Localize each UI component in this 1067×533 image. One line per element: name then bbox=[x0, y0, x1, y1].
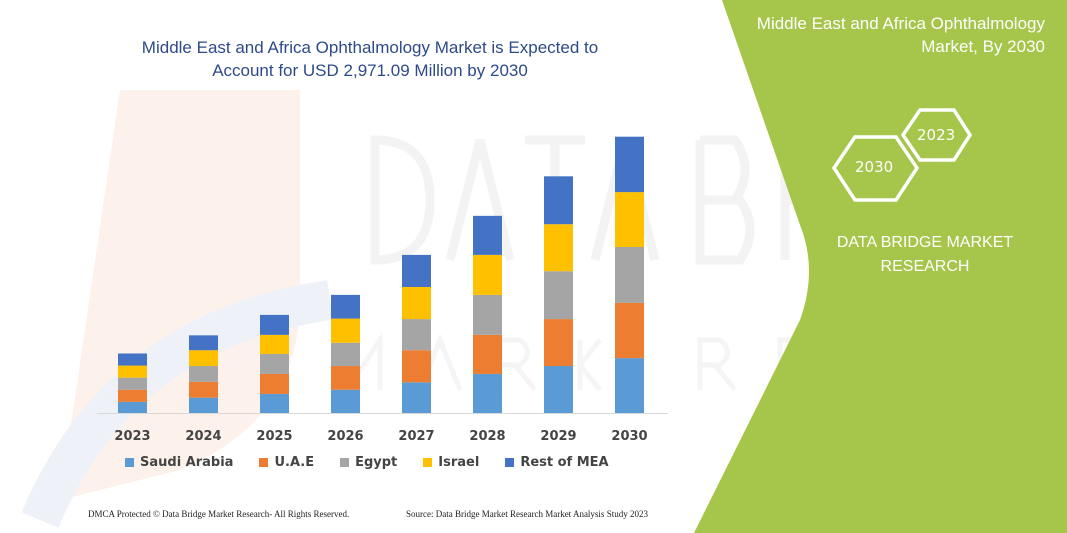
bar-segment-2023-4 bbox=[118, 353, 147, 366]
right-title-line: Middle East and Africa Ophthalmology bbox=[756, 14, 1045, 33]
bar-segment-2026-2 bbox=[331, 342, 360, 367]
bar-segment-2030-0 bbox=[615, 358, 644, 413]
bar-segment-2027-2 bbox=[402, 319, 431, 351]
bar-segment-2023-1 bbox=[118, 389, 147, 402]
x-tick-label: 2023 bbox=[114, 429, 150, 444]
bar-segment-2029-3 bbox=[544, 224, 573, 272]
bar-segment-2028-2 bbox=[473, 294, 502, 335]
legend-label: Israel bbox=[438, 455, 480, 470]
x-tick-label: 2026 bbox=[327, 429, 363, 444]
footer-copyright: DMCA Protected © Data Bridge Market Rese… bbox=[88, 509, 350, 519]
legend-item: U.A.E bbox=[259, 455, 314, 470]
legend-label: U.A.E bbox=[274, 455, 315, 470]
bar-segment-2024-0 bbox=[189, 397, 218, 413]
bar-segment-2023-3 bbox=[118, 365, 147, 378]
bar-segment-2024-3 bbox=[189, 350, 218, 367]
bar-segment-2029-2 bbox=[544, 271, 573, 320]
bar-segment-2030-4 bbox=[615, 136, 644, 193]
x-tick-label: 2025 bbox=[256, 429, 292, 444]
hexagon-2023-icon bbox=[900, 108, 973, 162]
bar-segment-2024-4 bbox=[189, 335, 218, 351]
legend-item: Rest of MEA bbox=[505, 455, 609, 470]
bar-segment-2029-1 bbox=[544, 319, 573, 367]
bar-segment-2023-0 bbox=[118, 401, 147, 413]
bar-segment-2027-3 bbox=[402, 286, 431, 320]
bar-segment-2029-0 bbox=[544, 366, 573, 413]
bar-segment-2025-4 bbox=[260, 314, 289, 335]
bar-segment-2026-4 bbox=[331, 294, 360, 319]
brand-line: DATA BRIDGE MARKET bbox=[836, 234, 1014, 251]
stacked-bar-chart: 2023 2024 2025 2026 2027 2028 2029 2030 bbox=[97, 136, 668, 444]
bar-segment-2025-3 bbox=[260, 334, 289, 354]
legend-swatch bbox=[340, 458, 350, 467]
bar-segment-2027-4 bbox=[402, 254, 431, 287]
legend-swatch bbox=[259, 458, 269, 467]
legend-item: Egypt bbox=[340, 455, 397, 470]
bar-segment-2025-2 bbox=[260, 353, 289, 374]
bar-segment-2030-3 bbox=[615, 192, 644, 247]
hexagon-2030-icon bbox=[831, 135, 920, 202]
bar-segment-2024-1 bbox=[189, 381, 218, 398]
bar-segment-2028-1 bbox=[473, 334, 502, 374]
x-tick-label: 2030 bbox=[611, 429, 647, 444]
bar-segment-2026-1 bbox=[331, 366, 360, 390]
bar-segment-2030-2 bbox=[615, 246, 644, 303]
brand-name: DATA BRIDGE MARKET RESEARCH bbox=[815, 231, 1035, 279]
legend-swatch bbox=[423, 458, 433, 467]
bar-segment-2026-3 bbox=[331, 318, 360, 343]
bar-segment-2029-4 bbox=[544, 176, 573, 225]
title-line: Account for USD 2,971.09 Million by 2030 bbox=[212, 61, 528, 80]
title-line: Middle East and Africa Ophthalmology Mar… bbox=[141, 38, 599, 57]
bar-segment-2030-1 bbox=[615, 302, 644, 359]
x-tick-label: 2024 bbox=[185, 429, 221, 444]
bar-segment-2027-0 bbox=[402, 382, 431, 413]
legend-label: Saudi Arabia bbox=[140, 455, 234, 470]
hex-label-2030: 2030 bbox=[855, 158, 894, 176]
legend-item: Israel bbox=[423, 455, 479, 470]
bar-segment-2028-0 bbox=[473, 373, 502, 413]
chart-title: Middle East and Africa Ophthalmology Mar… bbox=[80, 36, 660, 82]
bar-segment-2028-4 bbox=[473, 215, 502, 255]
bar-segment-2028-3 bbox=[473, 254, 502, 295]
x-tick-label: 2028 bbox=[469, 429, 505, 444]
x-tick-label: 2029 bbox=[540, 429, 576, 444]
hex-label-2023: 2023 bbox=[917, 126, 956, 144]
bar-segment-2024-2 bbox=[189, 366, 218, 382]
x-tick-label: 2027 bbox=[398, 429, 434, 444]
right-panel-title: Middle East and Africa Ophthalmology Mar… bbox=[757, 12, 1045, 58]
footer-source: Source: Data Bridge Market Research Mark… bbox=[406, 509, 648, 519]
right-title-line: Market, By 2030 bbox=[921, 37, 1045, 56]
brand-line: RESEARCH bbox=[880, 258, 970, 275]
bar-segment-2027-1 bbox=[402, 350, 431, 383]
legend-label: Rest of MEA bbox=[520, 455, 609, 470]
legend-swatch bbox=[505, 458, 515, 467]
bar-segment-2025-1 bbox=[260, 373, 289, 394]
bar-segment-2023-2 bbox=[118, 377, 147, 390]
bar-segment-2026-0 bbox=[331, 389, 360, 413]
legend-label: Egypt bbox=[355, 455, 398, 470]
legend-swatch bbox=[125, 458, 134, 467]
legend-item: Saudi Arabia bbox=[125, 455, 233, 470]
bar-segment-2025-0 bbox=[260, 393, 289, 413]
legend: Saudi Arabia U.A.E Egypt Israel Rest of MEA bbox=[125, 455, 635, 470]
